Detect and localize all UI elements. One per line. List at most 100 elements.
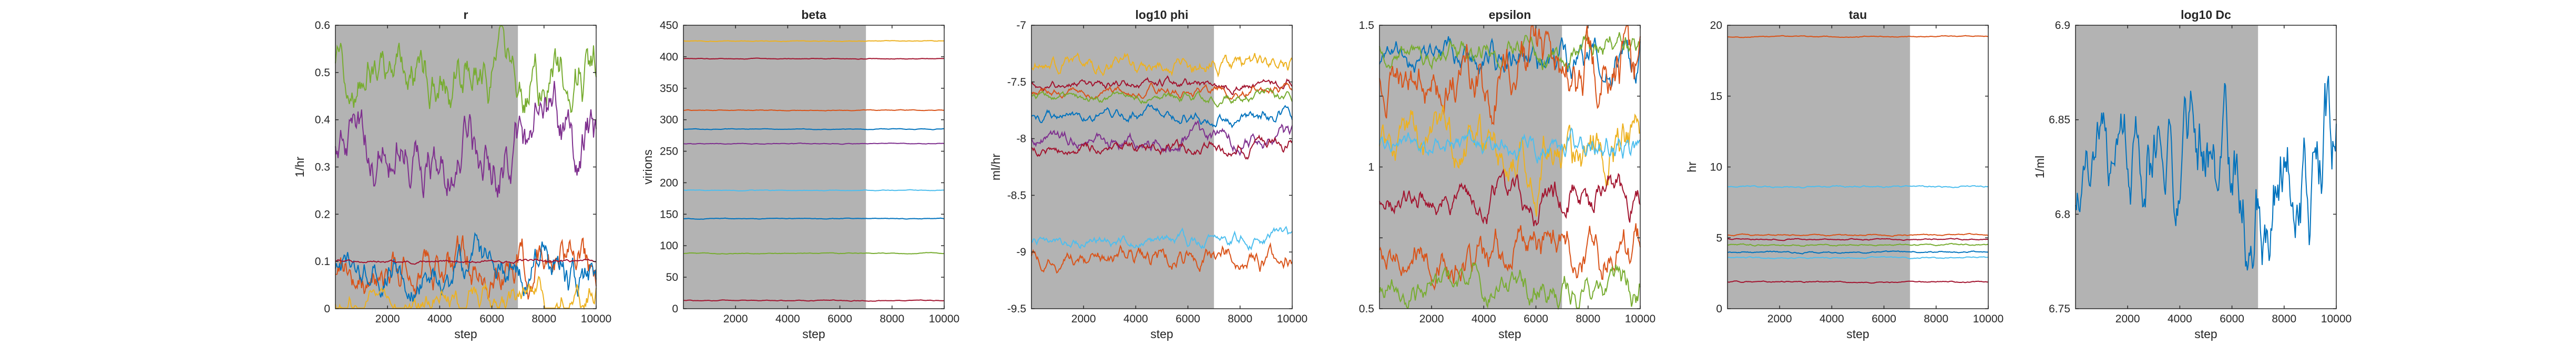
beta-trace-4 (683, 128, 944, 130)
panel-beta: 2000 4000 6000 8000 10000 0 50 100 150 200 250 300 3… (641, 8, 959, 341)
log10-phi-trace-9 (1031, 242, 1293, 274)
log10-dc-xtick-label: 8000 (2272, 313, 2296, 325)
epsilon-burnin-shade (1379, 25, 1562, 309)
panel-log10-dc: 2000 4000 6000 8000 10000 6.75 6.8 6.85 6.9 log1… (2033, 8, 2352, 341)
panel-r-xlabel: step (454, 327, 477, 341)
tau-xtick-label: 10000 (1973, 313, 2003, 325)
tau-burnin-shade (1727, 25, 1910, 309)
tau-ytick-label: 0 (1716, 303, 1722, 315)
log10-phi-trace-3 (1031, 82, 1293, 101)
log10-phi-xtick-label: 2000 (1071, 313, 1096, 325)
tau-trace-7 (1727, 256, 1989, 259)
tau-xtick-label: 2000 (1767, 313, 1792, 325)
tau-trace-5 (1727, 242, 1989, 247)
r-ytick-label: 0.6 (315, 19, 330, 32)
r-trace-2 (335, 80, 597, 198)
beta-ytick-label: 350 (660, 83, 678, 95)
panel-epsilon-xlabel: step (1498, 327, 1521, 341)
panel-epsilon-title: epsilon (1489, 8, 1531, 22)
epsilon-xtick-label: 2000 (1419, 313, 1444, 325)
epsilon-trace-8 (1379, 262, 1641, 310)
epsilon-xtick-label: 6000 (1524, 313, 1548, 325)
panel-log10-phi-ylabel: ml/hr (989, 154, 1003, 180)
beta-ytick-label: 100 (660, 240, 678, 252)
tau-xtick-label: 8000 (1924, 313, 1948, 325)
log10-dc-xtick-label: 4000 (2168, 313, 2192, 325)
r-ytick-label: 0.4 (315, 114, 331, 126)
tau-xtick-label: 6000 (1872, 313, 1896, 325)
beta-xtick-label: 4000 (775, 313, 800, 325)
log10-dc-xtick-label: 10000 (2321, 313, 2352, 325)
log10-phi-trace-5 (1031, 103, 1293, 128)
beta-trace-2 (683, 57, 945, 60)
r-ytick-label: 0 (324, 303, 330, 315)
panel-tau-title: tau (1849, 8, 1867, 22)
panel-tau-xlabel: step (1846, 327, 1869, 341)
tau-trace-6 (1727, 250, 1989, 255)
log10-dc-xtick-label: 2000 (2115, 313, 2140, 325)
r-trace-6 (335, 258, 597, 265)
log10-phi-trace-7 (1031, 134, 1293, 160)
beta-xtick-label: 10000 (929, 313, 959, 325)
r-trace-5 (335, 276, 597, 310)
beta-ytick-label: 300 (660, 114, 678, 126)
epsilon-trace-6 (1379, 168, 1641, 227)
epsilon-ytick-label: 1 (1368, 161, 1374, 174)
panel-epsilon: 2000 4000 6000 8000 10000 0.5 1 1.5 epsilon ste… (1359, 8, 1655, 341)
panel-log10-phi-title: log10 phi (1136, 8, 1189, 22)
beta-ytick-label: 200 (660, 177, 678, 189)
log10-phi-ytick-label: -7 (1016, 19, 1026, 32)
panel-r-title: r (464, 8, 468, 22)
beta-trace-5 (683, 142, 945, 145)
r-ytick-label: 0.3 (315, 161, 330, 174)
tau-trace-4 (1727, 238, 1989, 241)
log10-phi-xtick-label: 6000 (1175, 313, 1200, 325)
beta-axes-box (683, 25, 945, 309)
beta-ytick-label: 50 (666, 271, 678, 283)
tau-trace-3 (1727, 233, 1989, 237)
r-trace-4 (335, 232, 597, 303)
log10-phi-xtick-label: 8000 (1228, 313, 1252, 325)
panel-log10-phi-xlabel: step (1150, 327, 1173, 341)
r-xtick-label: 6000 (479, 313, 504, 325)
epsilon-ytick-label: 1.5 (1359, 19, 1374, 32)
beta-trace-3 (683, 109, 945, 111)
beta-ytick-label: 150 (660, 208, 678, 220)
beta-ytick-label: 450 (660, 19, 678, 32)
epsilon-trace-3 (1379, 25, 1641, 126)
beta-trace-7 (683, 217, 945, 220)
log10-phi-trace-2 (1031, 75, 1293, 96)
epsilon-xtick-label: 4000 (1471, 313, 1496, 325)
log10-dc-axes-box (2075, 25, 2337, 309)
log10-phi-axes-box (1031, 25, 1293, 309)
epsilon-xtick-label: 10000 (1625, 313, 1655, 325)
log10-dc-ytick-label: 6.85 (2049, 114, 2070, 126)
beta-trace-6 (683, 189, 944, 192)
log10-phi-burnin-shade (1031, 25, 1214, 309)
tau-trace-2 (1727, 185, 1989, 189)
beta-trace-8 (683, 252, 945, 255)
log10-dc-trace-1 (2075, 76, 2337, 271)
log10-phi-trace-8 (1031, 226, 1293, 251)
beta-burnin-shade (683, 25, 866, 309)
beta-xtick-label: 2000 (723, 313, 748, 325)
panel-beta-ylabel: virions (641, 149, 655, 184)
beta-trace-1 (683, 40, 945, 43)
log10-phi-trace-1 (1031, 52, 1293, 78)
panel-log10-dc-title: log10 Dc (2181, 8, 2231, 22)
r-xtick-label: 8000 (531, 313, 556, 325)
r-ytick-label: 0.1 (315, 256, 330, 268)
log10-phi-ytick-label: -7.5 (1007, 76, 1026, 88)
beta-trace-9 (683, 299, 945, 302)
panel-log10-phi: 2000 4000 6000 8000 10000-9.5-9-8.5-8-7.5-7 … (989, 8, 1307, 341)
epsilon-trace-1 (1379, 36, 1641, 87)
log10-dc-ytick-label: 6.9 (2055, 19, 2070, 32)
log10-phi-ytick-label: -9 (1016, 246, 1026, 258)
r-xtick-label: 4000 (427, 313, 452, 325)
log10-phi-ytick-label: -8 (1016, 133, 1026, 145)
tau-ytick-label: 5 (1716, 232, 1722, 244)
tau-ytick-label: 15 (1710, 90, 1722, 103)
epsilon-trace-5 (1379, 127, 1641, 164)
panel-r-ylabel: 1/hr (293, 156, 306, 177)
log10-phi-ytick-label: -9.5 (1007, 303, 1026, 315)
